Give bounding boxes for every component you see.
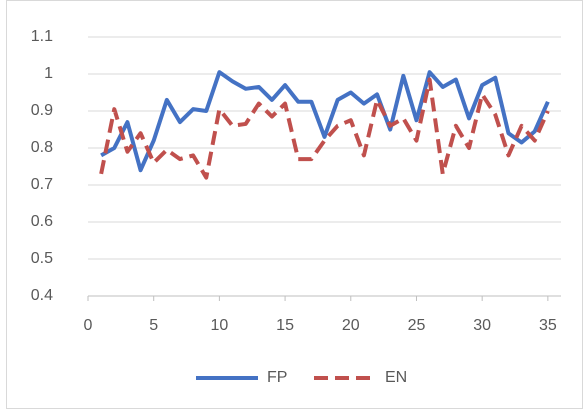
x-tick-label: 20 <box>342 317 360 334</box>
y-tick-label: 1 <box>44 65 53 82</box>
y-tick-label: 0.5 <box>31 250 53 267</box>
y-tick-label: 0.8 <box>31 139 53 156</box>
y-tick-label: 0.4 <box>31 287 53 304</box>
x-tick-label: 0 <box>84 317 93 334</box>
y-tick-label: 0.9 <box>31 102 53 119</box>
legend-label: FP <box>267 369 287 386</box>
y-tick-label: 1.1 <box>31 28 53 45</box>
y-tick-label: 0.6 <box>31 213 53 230</box>
legend-label: EN <box>385 369 407 386</box>
chart-frame <box>6 0 583 409</box>
y-tick-label: 0.7 <box>31 176 53 193</box>
x-tick-label: 30 <box>473 317 491 334</box>
series-line <box>100 70 550 173</box>
x-tick-label: 25 <box>408 317 426 334</box>
x-tick-label: 5 <box>149 317 158 334</box>
x-tick-label: 35 <box>539 317 557 334</box>
series-line <box>99 77 550 180</box>
x-tick-label: 10 <box>210 317 228 334</box>
x-tick-label: 15 <box>276 317 294 334</box>
